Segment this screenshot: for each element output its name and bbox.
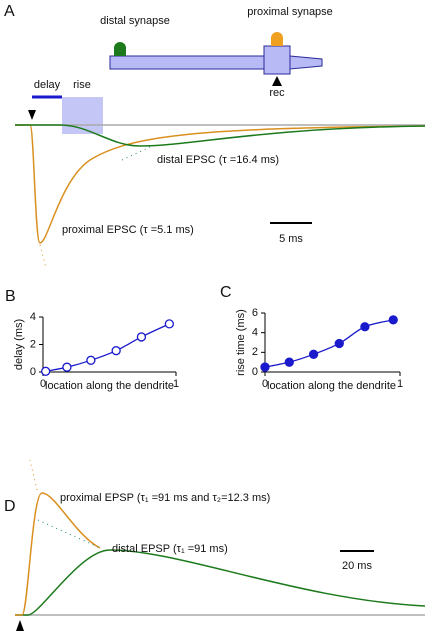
text: proximal synapse — [247, 6, 333, 18]
line — [264, 319, 394, 368]
x-axis-label: location along the dendrite — [267, 380, 396, 392]
text: proximal EPSC (τ =5.1 ms) — [62, 224, 194, 236]
y-axis-label: delay (ms) — [13, 319, 25, 370]
panel-label: C — [220, 284, 232, 301]
y-tick-label: 2 — [252, 346, 258, 358]
proximal-synapse — [271, 32, 283, 46]
marker — [388, 315, 398, 325]
soma — [263, 45, 291, 75]
fit — [121, 146, 151, 161]
text: 5 ms — [279, 233, 303, 245]
dendrite — [109, 55, 266, 70]
marker — [284, 357, 294, 367]
y-tick-label: 4 — [30, 311, 36, 323]
proximal-trace — [15, 124, 426, 244]
panel-label: D — [4, 498, 16, 515]
x-tick-label: 0 — [262, 378, 268, 390]
marker — [260, 362, 270, 372]
text: distal EPSP (τ₁ =91 ms) — [112, 543, 228, 555]
rise-box — [62, 97, 103, 134]
distal-trace — [15, 549, 426, 616]
y-tick-label: 2 — [30, 338, 36, 350]
y-tick-label: 4 — [252, 327, 258, 339]
marker — [111, 346, 121, 356]
arrow — [272, 76, 282, 86]
marker — [62, 362, 72, 372]
arrow — [16, 620, 24, 631]
fit — [29, 459, 38, 491]
marker — [308, 349, 319, 359]
proximal-trace — [15, 492, 101, 616]
marker — [334, 338, 344, 349]
distal-synapse — [114, 42, 126, 56]
x-tick-label: 1 — [173, 378, 179, 390]
distal-trace — [15, 124, 426, 147]
fit — [39, 244, 47, 269]
text: distal synapse — [100, 15, 170, 27]
text: delay — [34, 79, 61, 91]
arrow — [28, 110, 36, 120]
text: rec — [269, 87, 285, 99]
marker — [164, 319, 175, 329]
marker — [136, 332, 147, 342]
y-tick-label: 6 — [252, 307, 258, 319]
marker — [86, 355, 96, 365]
fit — [37, 519, 99, 548]
x-tick-label: 0 — [40, 378, 46, 390]
marker — [41, 366, 51, 376]
panel-label: A — [4, 3, 15, 20]
y-axis-label: rise time (ms) — [235, 309, 247, 376]
marker — [360, 322, 370, 332]
text: proximal EPSP (τ₁ =91 ms and τ₂=12.3 ms) — [60, 492, 270, 504]
axon — [289, 55, 323, 70]
x-axis-label: location along the dendrite — [45, 380, 174, 392]
panel-label: B — [5, 288, 16, 305]
y-tick-label: 0 — [252, 366, 258, 378]
text: distal EPSC (τ =16.4 ms) — [157, 154, 279, 166]
text: 20 ms — [342, 560, 372, 572]
y-tick-label: 0 — [30, 366, 36, 378]
x-tick-label: 1 — [397, 378, 403, 390]
text: rise — [73, 79, 91, 91]
